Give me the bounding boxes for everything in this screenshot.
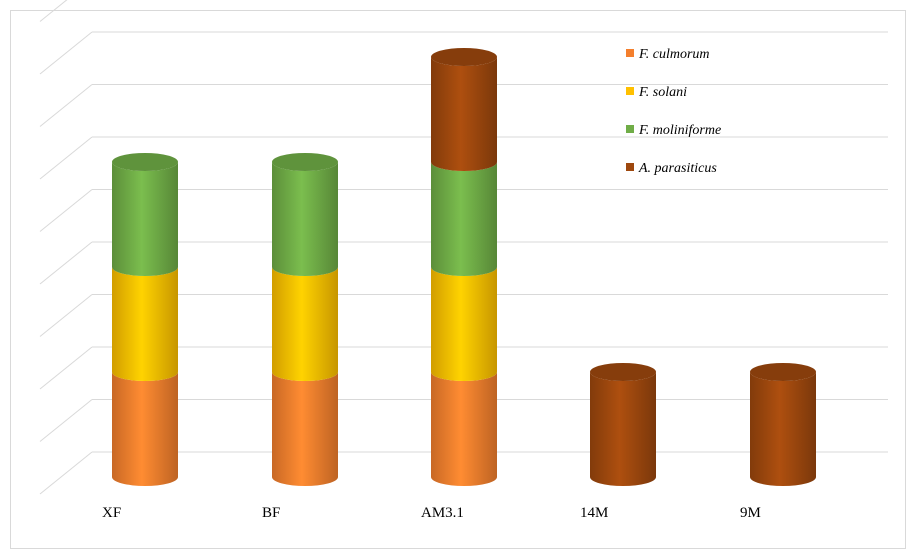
gridline-diagonal <box>39 136 93 180</box>
legend: F. culmorum F. solani F. moliniforme A. par… <box>626 47 721 176</box>
category-label: BF <box>262 505 280 521</box>
bar-top-cap <box>112 153 178 171</box>
bar-segment <box>112 267 178 381</box>
bar-segment <box>112 162 178 276</box>
legend-label: F. culmorum <box>638 47 710 62</box>
bar-top-cap <box>750 363 816 381</box>
category-label: AM3.1 <box>421 505 464 521</box>
category-label: 9M <box>740 505 761 521</box>
gridline-diagonal <box>39 31 93 75</box>
bar-segment <box>272 162 338 276</box>
bar-segment <box>431 372 497 486</box>
bar-segment <box>272 267 338 381</box>
gridline-diagonal <box>39 294 93 337</box>
bars <box>112 48 816 486</box>
gridline-diagonal <box>39 84 93 127</box>
gridline-diagonal <box>39 346 93 390</box>
bar-top-cap <box>272 153 338 171</box>
gridline-diagonal <box>39 0 68 22</box>
gridline-diagonal <box>39 399 93 442</box>
category-labels: XF BF AM3.1 14M 9M <box>102 505 761 521</box>
bar-segment <box>431 162 497 276</box>
gridline-diagonal <box>39 451 93 495</box>
legend-swatch <box>626 163 634 171</box>
bar-segment <box>590 372 656 486</box>
category-label: XF <box>102 505 121 521</box>
legend-label: F. solani <box>638 85 687 100</box>
bar-top-cap <box>431 48 497 66</box>
category-label: 14M <box>580 505 608 521</box>
legend-swatch <box>626 49 634 57</box>
legend-swatch <box>626 125 634 133</box>
bar-segment <box>431 57 497 171</box>
bar-segment <box>272 372 338 486</box>
bar-top-cap <box>590 363 656 381</box>
legend-label: A. parasiticus <box>638 161 717 176</box>
legend-label: F. moliniforme <box>638 123 721 138</box>
gridline-diagonal <box>39 189 93 232</box>
bar-segment <box>431 267 497 381</box>
legend-swatch <box>626 87 634 95</box>
bar-segment <box>750 372 816 486</box>
bar-segment <box>112 372 178 486</box>
gridline-diagonal <box>39 241 93 285</box>
